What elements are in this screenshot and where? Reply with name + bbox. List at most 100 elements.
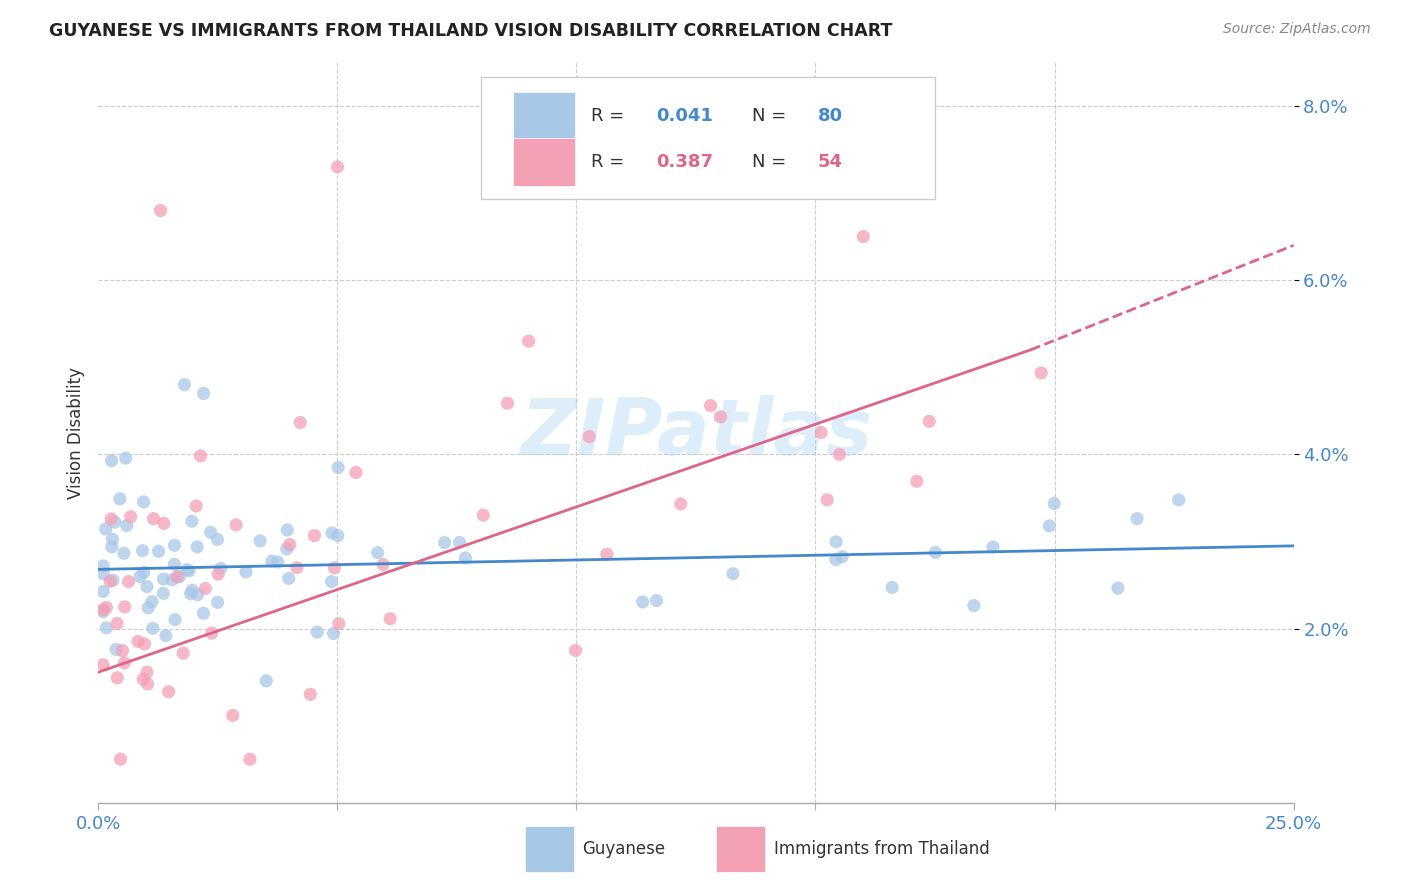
Point [101,574,124,588]
Point [496,396,519,410]
Point [810,425,832,440]
Point [852,229,875,244]
Point [153,516,176,531]
Point [631,595,654,609]
Text: Immigrants from Thailand: Immigrants from Thailand [773,840,990,858]
Text: GUYANESE VS IMMIGRANTS FROM THAILAND VISION DISABILITY CORRELATION CHART: GUYANESE VS IMMIGRANTS FROM THAILAND VIS… [49,22,893,40]
Point [277,571,299,585]
Point [828,447,851,461]
Point [157,685,180,699]
Point [142,511,165,525]
Text: R =: R = [591,153,630,171]
Point [152,572,174,586]
Point [578,429,600,443]
Point [207,595,229,609]
Point [326,528,349,542]
Point [472,508,495,522]
Point [326,460,349,475]
Point [166,570,188,584]
Point [201,626,224,640]
Point [564,643,586,657]
Point [344,466,367,480]
Text: 80: 80 [818,107,844,125]
Text: R =: R = [591,107,630,125]
Point [235,565,257,579]
Point [132,566,155,580]
Point [190,449,212,463]
Point [380,612,402,626]
Point [307,625,329,640]
Point [249,533,271,548]
Point [96,600,118,615]
Point [433,535,456,549]
Point [155,629,177,643]
Point [1038,519,1060,533]
Point [321,526,343,541]
Point [186,499,208,513]
Point [108,491,131,506]
Point [120,509,142,524]
Point [131,543,153,558]
Point [454,551,477,566]
Point [225,517,247,532]
Point [721,566,744,581]
Point [173,377,195,392]
Point [924,545,946,559]
Point [163,613,186,627]
Point [209,561,232,575]
Point [100,453,122,467]
Point [290,416,312,430]
Point [114,451,136,466]
Point [101,540,124,554]
Point [181,583,204,598]
Point [136,600,159,615]
Point [981,540,1004,554]
Point [918,414,941,428]
Point [963,599,986,613]
Point [200,525,222,540]
Point [180,587,202,601]
Point [94,522,117,536]
Point [96,621,118,635]
Point [91,558,114,573]
Point [669,497,692,511]
Point [371,558,394,572]
Point [160,573,183,587]
Point [91,603,114,617]
FancyBboxPatch shape [716,827,765,871]
Point [112,546,135,560]
Point [825,552,848,566]
Point [207,567,229,582]
Point [136,677,159,691]
Point [1167,492,1189,507]
Point [1043,496,1066,510]
Point [710,409,733,424]
Point [276,541,298,556]
Point [105,671,128,685]
Point [115,518,138,533]
Point [699,399,721,413]
Point [91,605,114,619]
FancyBboxPatch shape [524,827,574,871]
FancyBboxPatch shape [481,78,935,200]
Point [596,547,619,561]
Point [176,563,198,577]
Point [100,512,122,526]
Point [193,386,215,401]
Point [180,514,202,528]
Point [260,554,283,568]
Point [645,593,668,607]
Point [127,634,149,648]
Point [148,544,170,558]
Point [321,574,343,589]
Point [322,626,344,640]
Point [132,672,155,686]
Point [141,594,163,608]
Point [104,515,127,529]
FancyBboxPatch shape [513,92,575,140]
Point [825,534,848,549]
Point [517,334,540,348]
Point [172,646,194,660]
Point [105,642,128,657]
Point [163,558,186,572]
